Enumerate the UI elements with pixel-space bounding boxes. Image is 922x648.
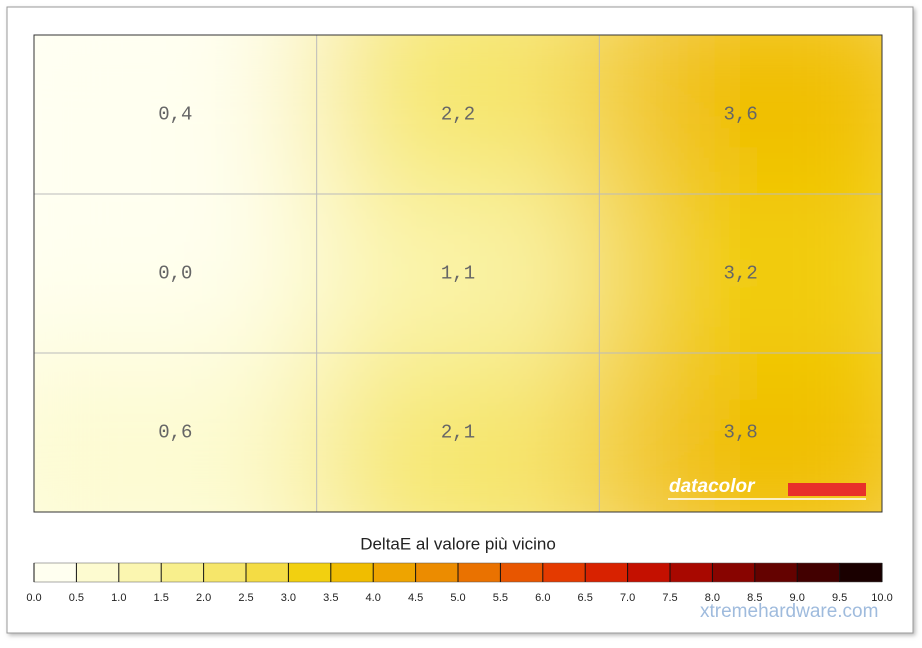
heat-cell [316, 35, 600, 194]
colorbar-tick-label: 2.5 [238, 592, 253, 604]
value-label: 2,2 [441, 104, 475, 126]
heatmap [34, 35, 882, 512]
chart-title: DeltaE al valore più vicino [360, 534, 556, 553]
colorbar-swatch [373, 563, 417, 582]
colorbar-tick-label: 8.0 [705, 592, 720, 604]
heat-cell [316, 194, 600, 353]
colorbar-tick-label: 9.5 [832, 592, 847, 604]
colorbar-swatch [670, 563, 713, 582]
heat-cell [599, 194, 882, 353]
colorbar-tick-label: 6.0 [535, 592, 550, 604]
colorbar-tick-label: 5.0 [450, 592, 465, 604]
heat-field [34, 35, 882, 512]
colorbar-tick-label: 8.5 [747, 592, 762, 604]
heat-cell [599, 35, 882, 194]
colorbar-tick-label: 3.0 [281, 592, 296, 604]
colorbar-tick-label: 6.5 [578, 592, 593, 604]
heat-cell [34, 35, 317, 194]
value-label: 0,6 [158, 422, 192, 444]
colorbar-swatch [246, 563, 289, 582]
value-label: 3,8 [724, 422, 758, 444]
value-label: 0,4 [158, 104, 192, 126]
colorbar-tick-label: 10.0 [871, 592, 892, 604]
colorbar-swatch [627, 563, 671, 582]
colorbar-tick-label: 7.5 [662, 592, 677, 604]
colorbar-tick-label: 1.5 [154, 592, 169, 604]
colorbar-swatch [415, 563, 459, 582]
value-label: 3,2 [724, 263, 758, 285]
colorbar-tick-label: 1.0 [111, 592, 126, 604]
colorbar-tick-label: 9.0 [790, 592, 805, 604]
colorbar-tick-label: 4.0 [366, 592, 381, 604]
heat-cell [316, 353, 600, 512]
colorbar-tick-label: 5.5 [493, 592, 508, 604]
watermark: xtremehardware.com [700, 601, 878, 622]
colorbar-swatch [118, 563, 162, 582]
colorbar-swatch [458, 563, 501, 582]
value-label: 1,1 [441, 263, 475, 285]
logo-bar [788, 483, 866, 496]
colorbar-swatch [288, 563, 332, 582]
heat-cell [34, 353, 317, 512]
colorbar-swatch [754, 563, 798, 582]
value-label: 3,6 [724, 104, 758, 126]
colorbar-swatch [500, 563, 544, 582]
colorbar-swatch [585, 563, 629, 582]
colorbar-swatch [839, 563, 883, 582]
colorbar-tick-label: 0.0 [26, 592, 41, 604]
colorbar-tick-label: 4.5 [408, 592, 423, 604]
colorbar-swatch [76, 563, 120, 582]
colorbar-swatch [712, 563, 756, 582]
colorbar-swatch [330, 563, 374, 582]
value-label: 2,1 [441, 422, 475, 444]
colorbar-swatch [203, 563, 247, 582]
colorbar-tick-label: 0.5 [69, 592, 84, 604]
colorbar-swatch [797, 563, 841, 582]
colorbar-swatch [34, 563, 77, 582]
logo: datacolor [669, 476, 756, 497]
colorbar-tick-label: 2.0 [196, 592, 211, 604]
heat-cell [34, 194, 317, 353]
colorbar-tick-label: 3.5 [323, 592, 338, 604]
value-label: 0,0 [158, 263, 192, 285]
overlay: 0,4 2,2 3,6 0,0 1,1 3,2 0,6 2,1 3,8 [34, 35, 882, 512]
colorbar-tick-label: 7.0 [620, 592, 635, 604]
colorbar-swatch [542, 563, 586, 582]
colorbar-swatch [161, 563, 205, 582]
plot-border [33, 34, 883, 513]
